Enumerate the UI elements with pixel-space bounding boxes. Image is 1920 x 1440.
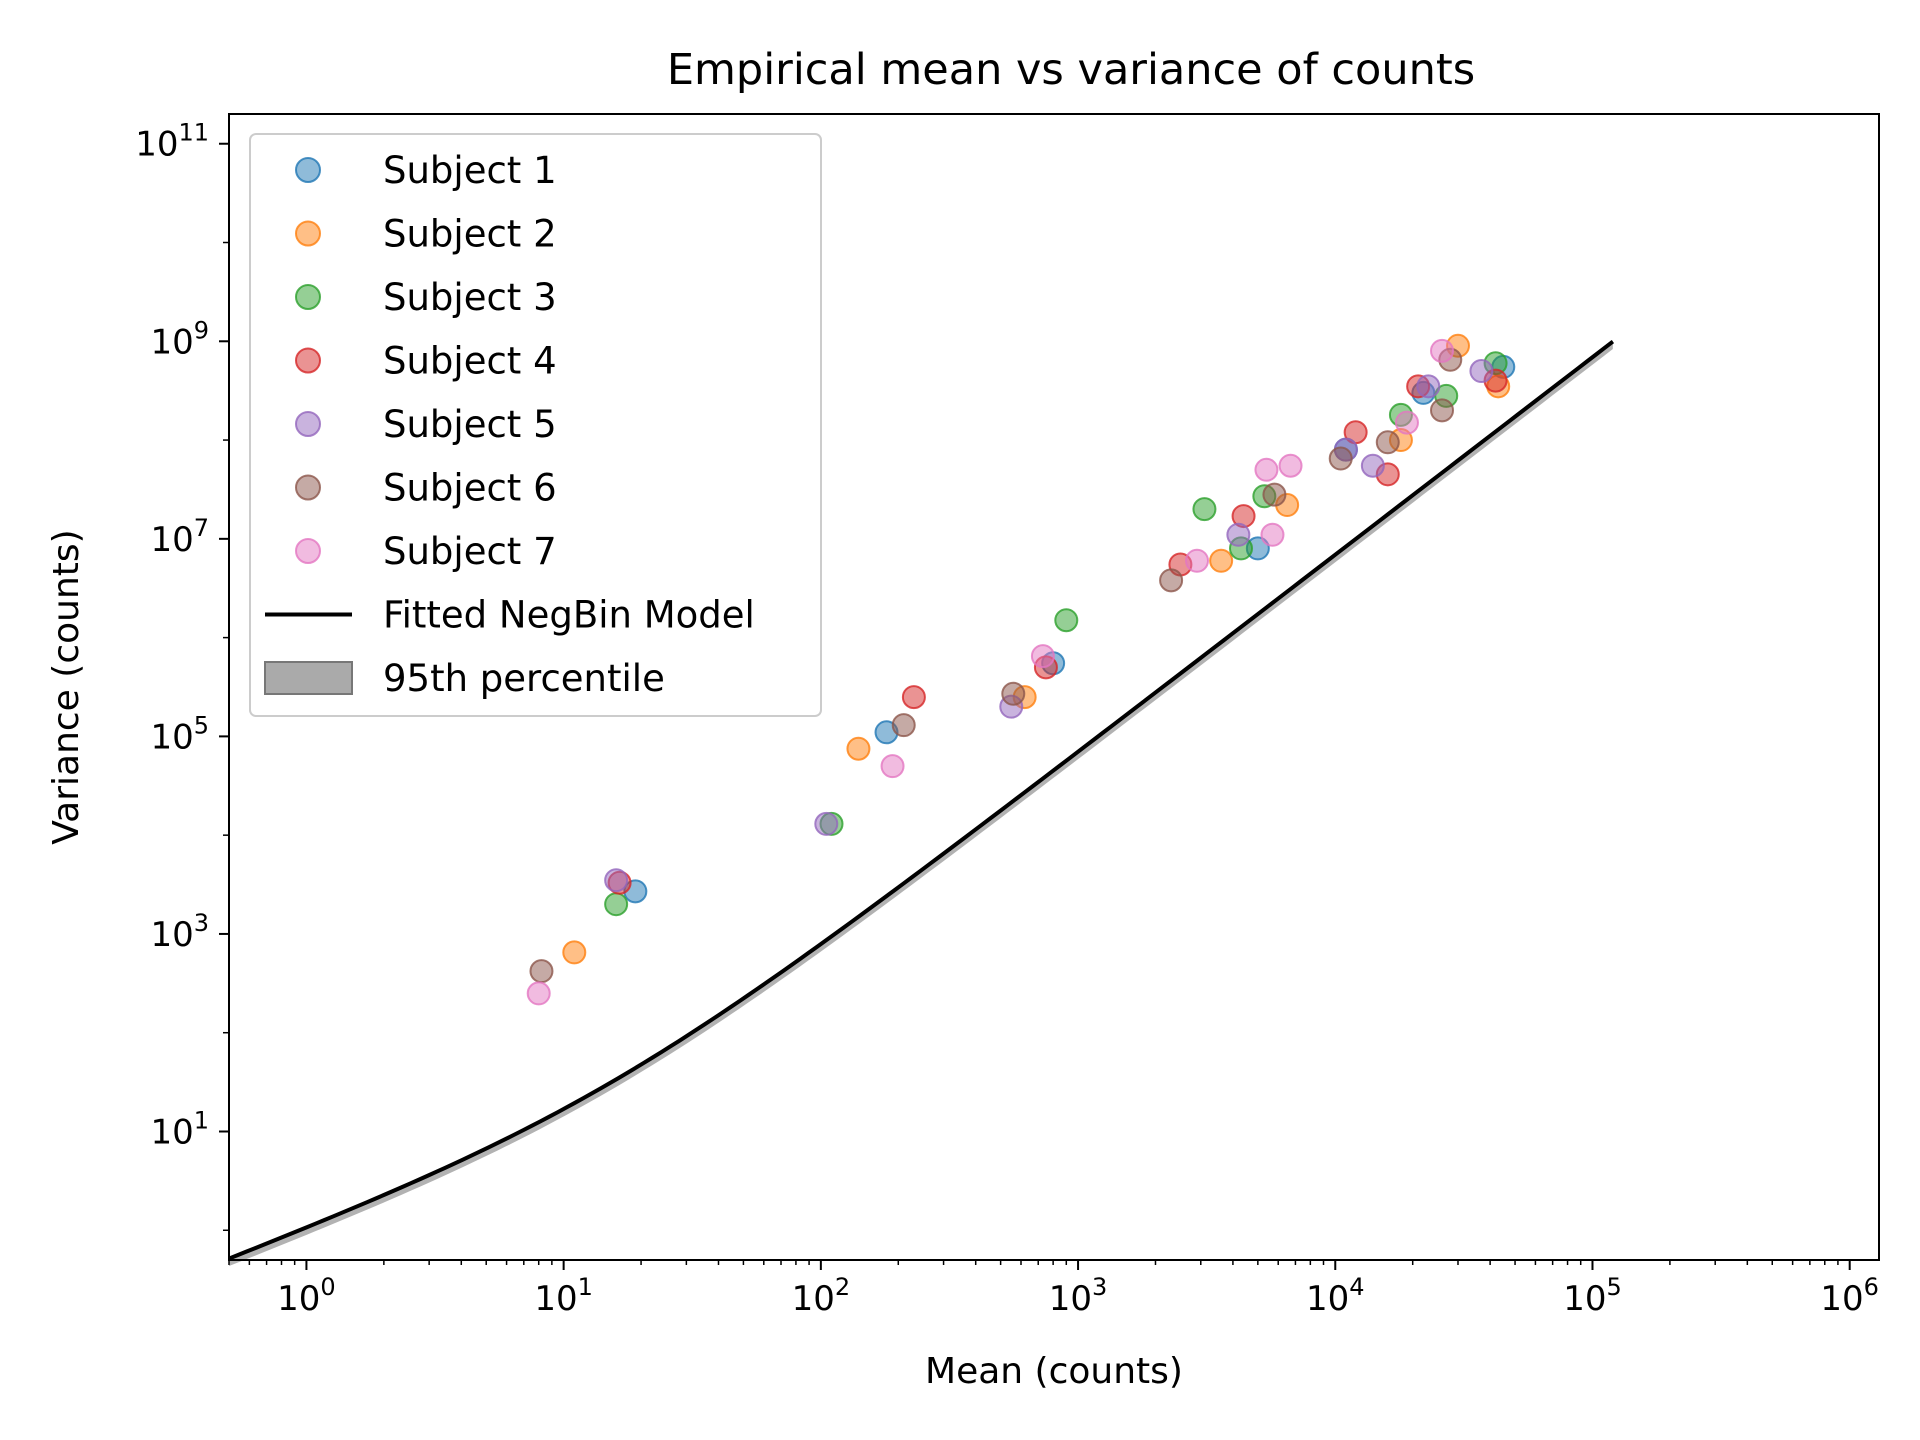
legend-label-subject-3: Subject 3	[383, 276, 557, 319]
data-point-subject-6	[1375, 430, 1400, 455]
data-point-subject-7	[1278, 453, 1303, 478]
data-point-subject-6	[529, 959, 554, 984]
data-point-subject-5	[1226, 522, 1251, 547]
y-tick-label: 107	[150, 514, 209, 560]
legend-marker-subject-5	[295, 411, 321, 437]
data-point-subject-7	[1260, 522, 1285, 547]
data-point-subject-7	[526, 981, 551, 1006]
legend-label-band: 95th percentile	[383, 657, 665, 700]
legend-marker-subject-4	[295, 347, 321, 374]
legend-label-subject-5: Subject 5	[383, 403, 557, 446]
x-axis-title: Mean (counts)	[925, 1351, 1183, 1392]
data-point-subject-2	[846, 736, 871, 761]
legend-marker-subject-1	[295, 157, 321, 183]
data-point-subject-5	[1360, 453, 1385, 478]
data-point-subject-4	[901, 685, 926, 710]
x-tick-label: 106	[1820, 1273, 1879, 1319]
data-point-subject-5	[1469, 359, 1494, 384]
data-point-subject-3	[1054, 608, 1079, 633]
y-tick-label: 1011	[135, 119, 209, 165]
data-point-subject-6	[1328, 446, 1353, 471]
legend-label-subject-1: Subject 1	[383, 149, 557, 192]
scatter-points-layer	[526, 333, 1516, 1006]
model-line-layer	[228, 339, 1615, 1261]
legend-band-swatch	[264, 661, 353, 695]
y-tick-label: 101	[150, 1106, 209, 1152]
data-point-subject-7	[1030, 644, 1055, 669]
x-tick-label: 103	[1049, 1273, 1108, 1319]
y-tick-label: 103	[150, 909, 209, 955]
data-point-subject-5	[1416, 374, 1441, 399]
y-tick-label: 105	[150, 711, 209, 757]
data-point-subject-6	[1159, 568, 1184, 593]
x-tick-label: 101	[534, 1273, 593, 1319]
legend-label-subject-6: Subject 6	[383, 467, 557, 510]
legend: Subject 1 Subject 2 Subject 3 Subject 4 Subj…	[249, 133, 822, 717]
data-point-subject-6	[1001, 681, 1026, 706]
data-point-subject-7	[1184, 548, 1209, 573]
legend-label-subject-4: Subject 4	[383, 340, 557, 383]
x-axis: 100 101 102 103 104 105 106	[228, 1260, 1879, 1319]
data-point-subject-7	[1254, 457, 1279, 482]
data-point-subject-7	[880, 754, 905, 779]
data-point-subject-7	[1394, 410, 1419, 435]
y-axis: 101 103 105 107 109 1011	[135, 119, 229, 1232]
y-axis-title: Variance (counts)	[46, 529, 87, 844]
data-point-subject-2	[562, 940, 587, 965]
legend-marker-subject-3	[295, 284, 321, 310]
legend-marker-subject-6	[295, 474, 321, 501]
data-point-subject-3	[1192, 497, 1217, 522]
data-point-subject-5	[604, 868, 629, 893]
legend-label-model: Fitted NegBin Model	[383, 594, 755, 637]
chart-title: Empirical mean vs variance of counts	[667, 45, 1475, 95]
data-point-subject-7	[1430, 338, 1455, 363]
legend-marker-subject-7	[295, 538, 321, 564]
data-point-subject-3	[604, 892, 629, 917]
model-line	[228, 339, 1615, 1261]
legend-label-subject-7: Subject 7	[383, 530, 557, 573]
data-point-subject-2	[1209, 548, 1234, 573]
data-point-subject-5	[814, 811, 839, 836]
legend-label-subject-2: Subject 2	[383, 213, 557, 256]
data-point-subject-6	[891, 713, 916, 738]
data-point-subject-6	[1262, 482, 1287, 507]
x-tick-label: 102	[792, 1273, 851, 1319]
data-point-subject-6	[1430, 398, 1455, 423]
x-tick-label: 100	[277, 1273, 336, 1319]
plot-frame	[228, 113, 1880, 1261]
y-tick-label: 109	[150, 316, 209, 362]
legend-box	[249, 133, 822, 717]
legend-marker-subject-2	[295, 220, 321, 247]
x-tick-label: 105	[1563, 1273, 1622, 1319]
x-tick-label: 104	[1306, 1273, 1365, 1319]
